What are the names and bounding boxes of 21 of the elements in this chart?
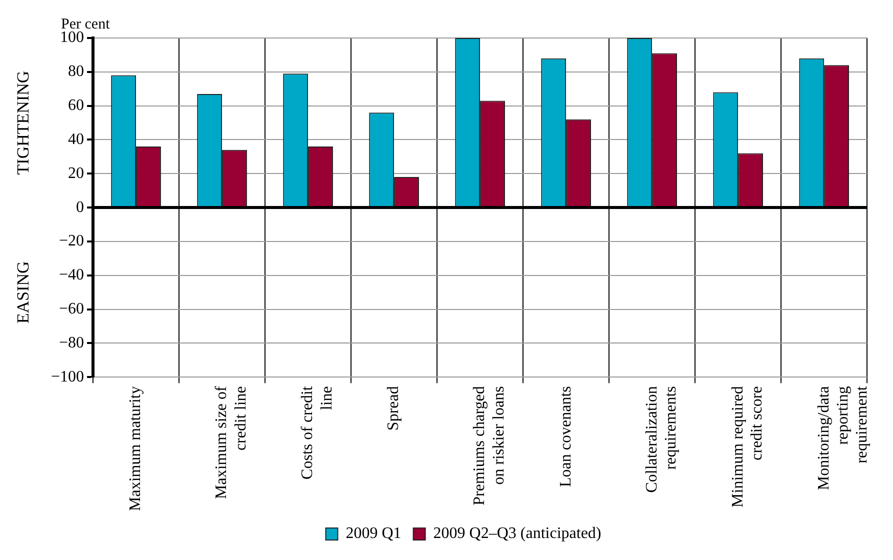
- x-tick-label: Premiums charged on riskier loans: [471, 386, 508, 506]
- y-tick-label: −20: [58, 232, 84, 250]
- x-tick-label: Collateralization requirements: [643, 386, 680, 493]
- text: EASING: [13, 261, 32, 324]
- y-tick-label: −40: [58, 266, 84, 284]
- y-tick-label: −80: [58, 334, 84, 352]
- x-tick-label: Maximum size of credit line: [213, 385, 250, 499]
- x-tick-label: Spread: [385, 386, 402, 431]
- y-tick-label: 60: [68, 97, 84, 114]
- y-tick-label: 40: [68, 130, 84, 148]
- x-tick-label: Costs of credit line: [299, 386, 336, 480]
- y-tick-label: −60: [58, 300, 84, 318]
- x-tick-label: Loan covenants: [557, 386, 574, 487]
- text: TIGHTENING: [13, 70, 32, 175]
- x-tick-label: Maximum maturity: [127, 386, 144, 511]
- y-tick-label: −100: [50, 368, 84, 386]
- legend-label: 2009 Q2–Q3 (anticipated): [433, 525, 602, 542]
- y-tick-label: 80: [68, 63, 84, 80]
- y-tick-label: 0: [76, 198, 84, 216]
- legend-label: 2009 Q1: [346, 525, 402, 542]
- y-tick-label: 20: [68, 164, 84, 182]
